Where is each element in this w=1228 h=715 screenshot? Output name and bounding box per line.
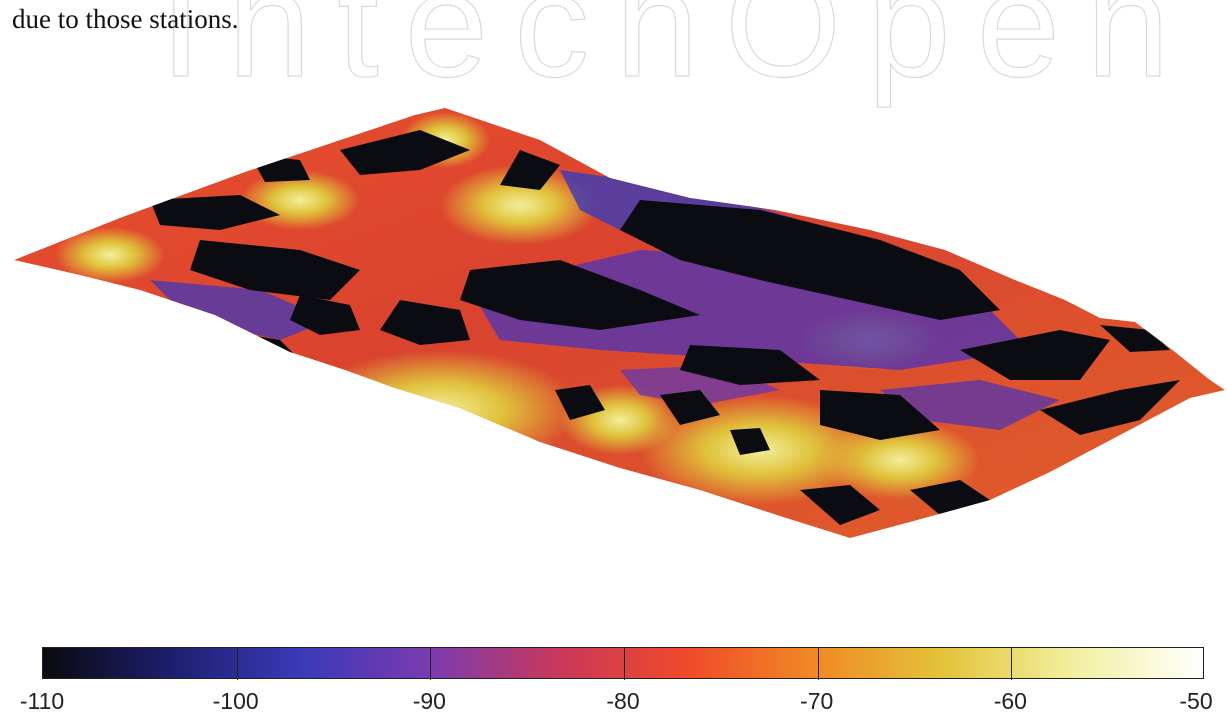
colorbar-tick-label: -110 <box>19 688 65 714</box>
colorbar-tick <box>1011 648 1013 680</box>
terrain-surface <box>14 108 1225 538</box>
colorbar-tick <box>817 648 819 680</box>
colorbar-tick <box>430 648 432 680</box>
colorbar-tick-label: -60 <box>993 688 1027 714</box>
colorbar <box>42 647 1204 680</box>
caption-text: due to those stations. <box>12 4 239 34</box>
colorbar-tick-label: -80 <box>606 688 640 714</box>
signal-strength-terrain-map <box>14 108 1225 538</box>
colorbar-tick-label: -50 <box>1179 688 1213 714</box>
colorbar-tick-label: -70 <box>800 688 834 714</box>
colorbar-tick-label: -90 <box>412 688 446 714</box>
colorbar-tick-label: -100 <box>212 688 259 714</box>
colorbar-tick <box>236 648 238 680</box>
colorbar-tick <box>624 648 625 680</box>
